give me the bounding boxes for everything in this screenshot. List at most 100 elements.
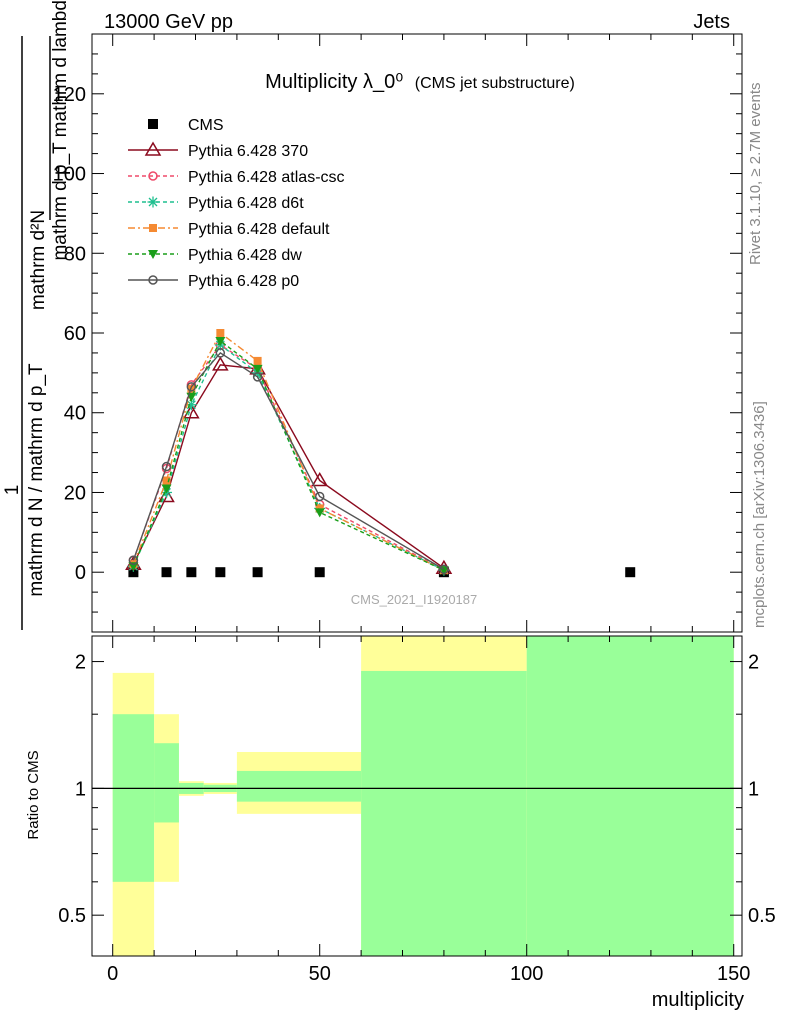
data-point	[216, 329, 225, 337]
legend-label: Pythia 6.428 default	[188, 221, 330, 238]
header-energy: 13000 GeV pp	[104, 11, 233, 33]
lower-y-ticks: 0.5 0.5 1 1 2 2	[58, 652, 776, 928]
data-point	[215, 348, 226, 358]
band-green	[236, 770, 362, 802]
y-tick-label: 100	[53, 164, 86, 186]
lower-panel: 0.5 0.5 1 1 2 2 0 50 100 150 Ratio to CMS multip…	[25, 635, 776, 1011]
analysis-watermark: CMS_2021_I1920187	[351, 592, 478, 607]
band-green	[361, 670, 527, 956]
legend-entry: Pythia 6.428 dw	[128, 247, 302, 264]
legend-marker	[148, 171, 158, 181]
legend-entry: Pythia 6.428 370	[128, 141, 308, 160]
chart-subtitle: (CMS jet substructure)	[415, 75, 575, 92]
data-point	[252, 364, 263, 374]
data-point	[252, 567, 263, 578]
ratio-tick-label-left: 1	[75, 778, 86, 800]
chart-title: Multiplicity λ_0⁰ (CMS jet substructure)	[265, 71, 575, 93]
x-ticks: 0 50 100 150	[107, 636, 750, 985]
ratio-tick-label-right: 0.5	[748, 905, 776, 927]
x-tick-label: 50	[309, 963, 331, 985]
x-tick-label: 0	[107, 963, 118, 985]
data-point	[215, 336, 226, 346]
legend-marker	[149, 224, 157, 232]
band-green	[154, 743, 179, 823]
legend-label: Pythia 6.428 370	[188, 143, 308, 160]
data-point	[314, 567, 325, 578]
series-1	[125, 356, 453, 574]
legend: CMS Pythia 6.428 370 Pythia 6.428 atlas-cs…	[128, 117, 345, 290]
y-tick-label: 0	[75, 562, 86, 584]
legend-entry: Pythia 6.428 default	[128, 221, 330, 238]
ratio-tick-label-right: 2	[748, 652, 759, 674]
series-0	[128, 567, 636, 578]
ylabel-denominator-inner: mathrm d p_T mathrm d lambda	[50, 0, 71, 261]
data-point	[161, 484, 172, 494]
ratio-ylabel: Ratio to CMS	[25, 750, 42, 839]
mcplots-label: mcplots.cern.ch [arXiv:1306.3436]	[751, 401, 768, 628]
x-tick-label: 100	[510, 963, 543, 985]
legend-entry: CMS	[148, 117, 224, 134]
data-point	[161, 567, 172, 578]
data-point	[212, 356, 229, 371]
legend-marker	[147, 196, 159, 208]
rivet-label: Rivet 3.1.10, ≥ 2.7M events	[747, 83, 764, 266]
legend-label: Pythia 6.428 p0	[188, 273, 299, 290]
band-green	[112, 714, 155, 882]
legend-marker	[148, 119, 158, 129]
data-point	[186, 567, 197, 578]
lower-frame	[91, 635, 743, 957]
ylabel-prefix-top: 1	[2, 485, 23, 496]
y-tick-label: 60	[64, 323, 86, 345]
ratio-tick-label-left: 2	[75, 652, 86, 674]
upper-panel: 0 20 40 60 80 100 120 Multiplicity λ_0⁰ (CMS j…	[53, 33, 743, 633]
series-3	[127, 339, 450, 576]
y-tick-label: 20	[64, 482, 86, 504]
legend-entry: Pythia 6.428 d6t	[128, 195, 304, 212]
series-line	[132, 343, 445, 571]
header-jets: Jets	[693, 11, 730, 33]
data-point	[439, 564, 449, 575]
legend-label: Pythia 6.428 dw	[188, 247, 302, 264]
data-point	[625, 567, 636, 578]
data-point	[161, 461, 172, 472]
upper-y-ticks: 0 20 40 60 80 100 120	[53, 34, 742, 632]
x-axis-label: multiplicity	[652, 989, 744, 1011]
series-5	[128, 336, 449, 576]
legend-entry: Pythia 6.428 p0	[128, 273, 299, 290]
data-point	[162, 476, 171, 485]
bands-layer	[92, 636, 742, 956]
upper-ylabel: mathrm d²N mathrm d p_T mathrm d lambda …	[2, 0, 71, 630]
series-6	[128, 348, 449, 575]
data-point	[128, 562, 139, 572]
series-line	[132, 352, 445, 571]
data-point	[186, 382, 197, 392]
data-point	[215, 567, 226, 578]
ylabel-prefix-bottom: mathrm d N / mathrm d p_T	[26, 363, 47, 597]
data-point	[314, 508, 325, 518]
series-2	[128, 340, 449, 575]
y-tick-label: 80	[64, 243, 86, 265]
data-point	[311, 472, 329, 487]
y-tick-label: 40	[64, 403, 86, 425]
legend-label: Pythia 6.428 d6t	[188, 195, 304, 212]
legend-label: CMS	[188, 117, 224, 134]
ratio-tick-label-left: 0.5	[58, 905, 86, 927]
data-point	[128, 555, 139, 565]
legend-marker	[144, 141, 162, 156]
data-point	[128, 567, 139, 578]
chart-title-main: Multiplicity λ_0⁰	[265, 71, 403, 93]
legend-marker	[148, 250, 158, 259]
data-point	[253, 356, 262, 365]
legend-entry: Pythia 6.428 atlas-csc	[128, 169, 345, 186]
data-point	[252, 372, 263, 382]
ylabel-numerator: mathrm d²N	[28, 210, 49, 310]
legend-marker	[148, 275, 158, 285]
ratio-tick-label-right: 1	[748, 778, 759, 800]
x-tick-label: 150	[717, 963, 750, 985]
band-green	[526, 636, 734, 956]
series-line	[132, 364, 445, 569]
data-point	[314, 491, 325, 502]
y-tick-label: 120	[53, 84, 86, 106]
series-layer	[125, 329, 636, 578]
